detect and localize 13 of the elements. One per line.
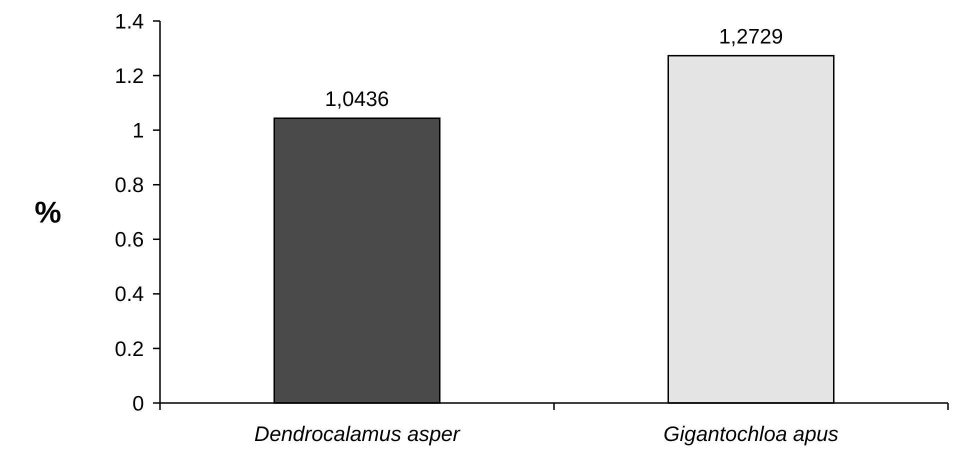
y-tick-label: 1 xyxy=(132,119,144,142)
x-tick-label: Gigantochloa apus xyxy=(663,423,840,446)
y-tick-label: 0.6 xyxy=(114,228,144,252)
y-axis-title: % xyxy=(34,196,62,230)
y-tick-label: 0 xyxy=(132,392,144,416)
y-tick-label: 1.2 xyxy=(114,64,144,88)
y-tick-label: 0.2 xyxy=(114,338,144,361)
data-label: 1,0436 xyxy=(324,88,390,112)
y-tick-label: 0.4 xyxy=(114,283,144,306)
data-label: 1,2729 xyxy=(718,26,784,49)
x-tick-label: Dendrocalamus asper xyxy=(254,423,461,446)
y-tick-label: 0.8 xyxy=(114,174,144,198)
y-tick-label: 1.4 xyxy=(114,10,144,34)
